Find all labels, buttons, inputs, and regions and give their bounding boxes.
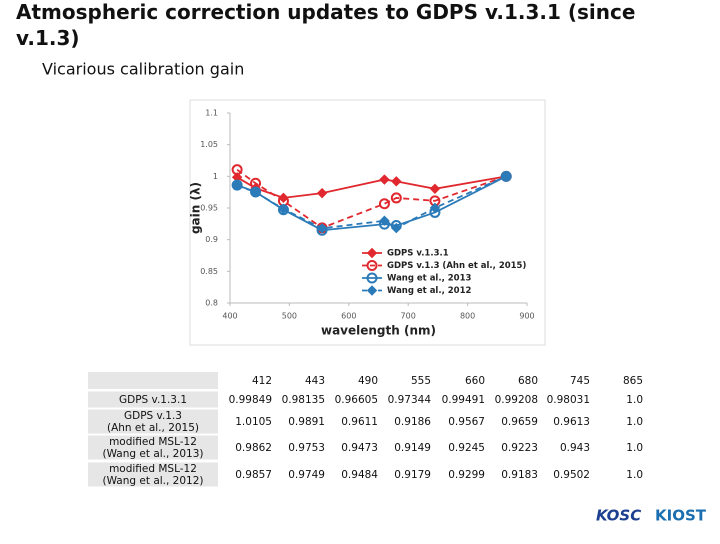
column-header: 555 bbox=[411, 375, 431, 387]
row-label-cell bbox=[88, 435, 218, 460]
row-label: (Ahn et al., 2015) bbox=[107, 422, 199, 434]
cell: 0.9749 bbox=[288, 469, 325, 481]
row-label: (Wang et al., 2013) bbox=[103, 448, 204, 460]
cell: 0.9613 bbox=[553, 416, 590, 428]
cell: 0.9502 bbox=[553, 469, 590, 481]
marker bbox=[231, 164, 243, 176]
title-line: Atmospheric correction updates to GDPS v… bbox=[16, 0, 635, 24]
cell: 0.9245 bbox=[448, 442, 485, 454]
cell: 0.9611 bbox=[341, 416, 378, 428]
cell: 0.96605 bbox=[335, 394, 378, 406]
cell: 1.0 bbox=[626, 394, 643, 406]
x-tick-label: 700 bbox=[401, 312, 416, 321]
cell: 1.0105 bbox=[235, 416, 272, 428]
cell: 0.99208 bbox=[495, 394, 538, 406]
marker bbox=[378, 198, 390, 210]
slide-subtitle: Vicarious calibration gain bbox=[42, 60, 244, 79]
column-header: 660 bbox=[465, 375, 485, 387]
series-line bbox=[236, 175, 507, 230]
marker bbox=[429, 183, 441, 195]
cell: 1.0 bbox=[626, 416, 643, 428]
legend-marker bbox=[366, 260, 378, 271]
column-header: 865 bbox=[623, 375, 643, 387]
cell: 1.0 bbox=[626, 469, 643, 481]
cell: 0.9659 bbox=[501, 416, 538, 428]
row-label: (Wang et al., 2012) bbox=[103, 475, 204, 487]
row-label: GDPS v.1.3.1 bbox=[119, 394, 187, 406]
row-label: modified MSL-12 bbox=[109, 436, 197, 448]
row-label: GDPS v.1.3 bbox=[124, 410, 182, 422]
y-tick-label: 1.05 bbox=[200, 140, 218, 149]
marker bbox=[501, 171, 512, 182]
legend-label: Wang et al., 2013 bbox=[387, 274, 472, 284]
y-axis-label: gain (λ) bbox=[189, 182, 203, 234]
marker bbox=[316, 187, 328, 199]
logo-kiost: KIOST bbox=[655, 507, 707, 525]
column-header: 490 bbox=[358, 375, 378, 387]
x-tick-label: 900 bbox=[519, 312, 534, 321]
x-tick-label: 800 bbox=[460, 312, 475, 321]
y-tick-label: 0.9 bbox=[205, 235, 218, 244]
cell: 0.9484 bbox=[341, 469, 378, 481]
marker bbox=[391, 176, 402, 187]
cell: 0.9753 bbox=[288, 442, 325, 454]
row-label-cell bbox=[88, 409, 218, 434]
header-label-cell bbox=[88, 372, 218, 389]
y-tick-label: 0.8 bbox=[205, 299, 218, 308]
legend-marker bbox=[366, 247, 378, 259]
y-tick-label: 0.95 bbox=[200, 204, 218, 213]
slide-title: Atmospheric correction updates to GDPS v… bbox=[16, 0, 635, 50]
cell: 0.9186 bbox=[394, 416, 431, 428]
marker bbox=[390, 192, 402, 204]
cell: 0.943 bbox=[560, 442, 590, 454]
column-header: 412 bbox=[252, 375, 272, 387]
marker bbox=[231, 180, 243, 191]
cell: 0.9567 bbox=[448, 416, 485, 428]
cell: 0.9473 bbox=[341, 442, 378, 454]
column-header: 680 bbox=[518, 375, 538, 387]
cell: 1.0 bbox=[626, 442, 643, 454]
y-tick-label: 0.85 bbox=[200, 267, 218, 276]
marker bbox=[391, 222, 402, 234]
cell: 0.9183 bbox=[501, 469, 538, 481]
x-tick-label: 400 bbox=[222, 312, 237, 321]
marker bbox=[429, 202, 441, 214]
row-label-cell bbox=[88, 462, 218, 487]
series-line bbox=[236, 168, 507, 229]
legend-marker bbox=[366, 285, 378, 296]
title-line: v.1.3) bbox=[16, 26, 80, 50]
cell: 0.9223 bbox=[501, 442, 538, 454]
cell: 0.9179 bbox=[394, 469, 431, 481]
y-tick-label: 1.1 bbox=[205, 109, 218, 118]
row-label-cell bbox=[88, 391, 218, 408]
logo-kosc: KOSC bbox=[596, 507, 641, 525]
cell: 0.97344 bbox=[388, 394, 432, 406]
marker bbox=[250, 187, 261, 198]
x-axis-label: wavelength (nm) bbox=[321, 324, 436, 338]
cell: 0.99491 bbox=[442, 394, 485, 406]
column-header: 745 bbox=[570, 375, 590, 387]
cell: 0.9299 bbox=[448, 469, 485, 481]
cell: 0.99849 bbox=[229, 394, 272, 406]
cell: 0.98031 bbox=[547, 394, 590, 406]
column-header: 443 bbox=[305, 375, 325, 387]
marker bbox=[379, 174, 390, 185]
y-tick-label: 1 bbox=[213, 172, 218, 181]
marker bbox=[316, 223, 328, 234]
cell: 0.98135 bbox=[282, 394, 325, 406]
cell: 0.9862 bbox=[235, 442, 272, 454]
marker bbox=[278, 203, 289, 215]
marker bbox=[379, 215, 390, 226]
x-tick-label: 500 bbox=[282, 312, 297, 321]
legend-label: GDPS v.1.3.1 bbox=[387, 249, 449, 259]
legend-marker bbox=[366, 272, 378, 284]
cell: 0.9891 bbox=[288, 416, 325, 428]
legend-label: Wang et al., 2012 bbox=[387, 286, 472, 296]
cell: 0.9857 bbox=[235, 469, 272, 481]
cell: 0.9149 bbox=[394, 442, 431, 454]
legend-label: GDPS v.1.3 (Ahn et al., 2015) bbox=[387, 261, 526, 271]
x-tick-label: 600 bbox=[341, 312, 356, 321]
row-label: modified MSL-12 bbox=[109, 463, 197, 475]
